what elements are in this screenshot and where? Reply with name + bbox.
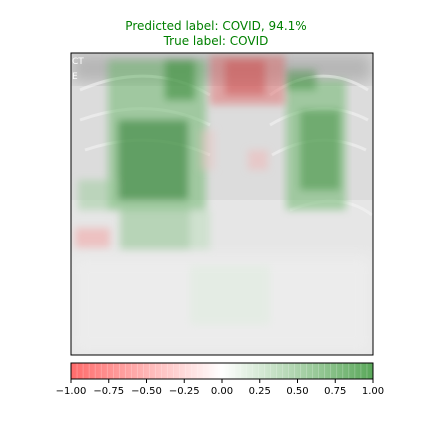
colorbar-tick-label: −0.50 xyxy=(131,386,162,397)
colorbar-tick-label: −1.00 xyxy=(56,386,87,397)
image-frame xyxy=(70,52,374,356)
colorbar-tick-label: 1.00 xyxy=(362,386,384,397)
xray-heatmap-panel: CT E xyxy=(71,53,373,355)
colorbar: −1.00 −0.75 −0.50 −0.25 0.00 0.25 0.50 0.75 1.00 xyxy=(56,362,384,397)
colorbar-ticks: −1.00 −0.75 −0.50 −0.25 0.00 0.25 0.50 0.75 1.00 xyxy=(56,379,384,397)
colorbar-tick-label: −0.25 xyxy=(169,386,200,397)
colorbar-tick-label: 0.75 xyxy=(324,386,346,397)
colorbar-tick-label: 0.00 xyxy=(211,386,233,397)
image-corner-text: E xyxy=(72,72,78,82)
colorbar-tick-label: 0.25 xyxy=(249,386,271,397)
colorbar-tick-label: 0.50 xyxy=(286,386,308,397)
image-corner-text: CT xyxy=(72,57,84,67)
true-label-title: True label: COVID xyxy=(163,34,269,48)
predicted-label-title: Predicted label: COVID, 94.1% xyxy=(125,19,307,33)
colorbar-tick-label: −0.75 xyxy=(93,386,124,397)
